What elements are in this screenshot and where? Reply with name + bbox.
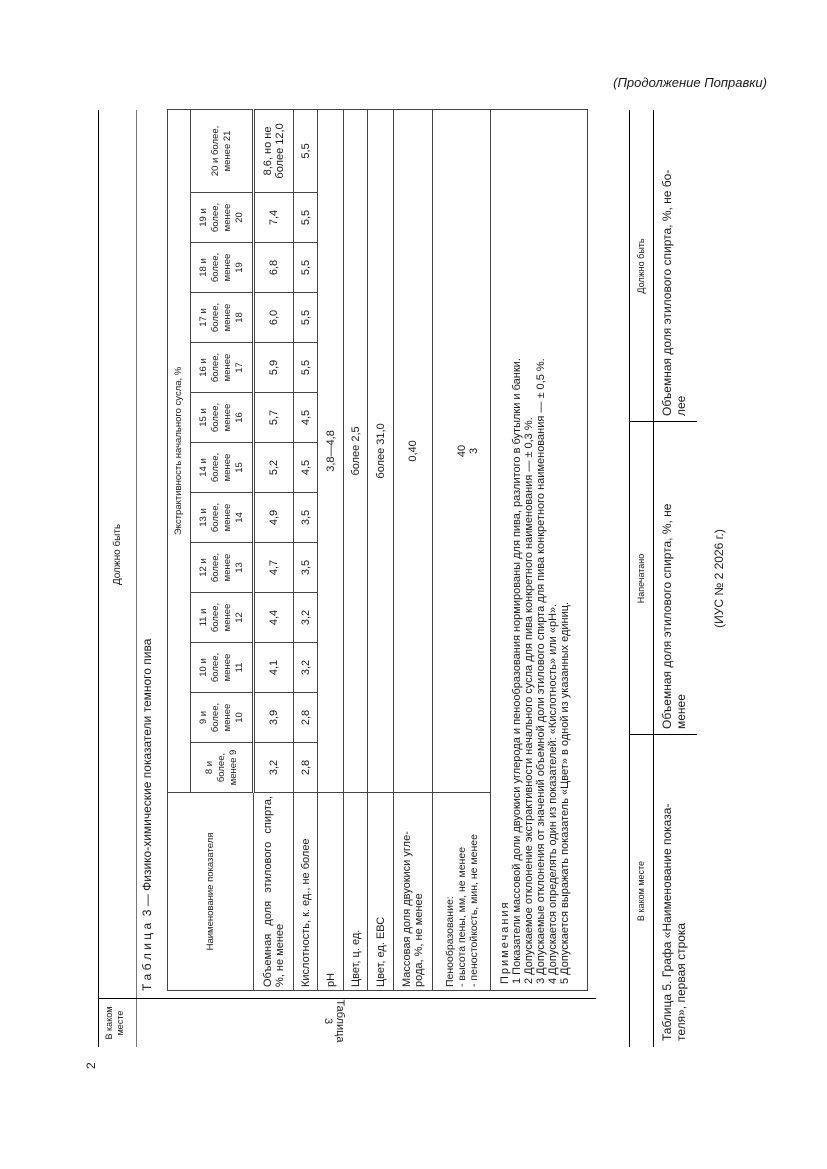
row-name: Цвет, ц. ед. bbox=[343, 792, 368, 991]
row-name: Цвет, ед. ЕВС bbox=[367, 792, 394, 991]
frame-line bbox=[629, 110, 630, 1047]
cell: 8,6, но не более 12,0 bbox=[253, 109, 294, 193]
cell: 5,9 bbox=[253, 342, 294, 393]
cell: 6,8 bbox=[253, 242, 294, 293]
s2-cell-printed: Объемная доля этилового спирта, %, не ме… bbox=[660, 503, 688, 729]
cell: 2,8 bbox=[293, 692, 318, 743]
cell: 0,40 bbox=[393, 109, 433, 793]
column-header: 14 и более, менее 15 bbox=[190, 442, 254, 493]
table-row: Пенообразование: - высота пены, мм, не м… bbox=[432, 109, 491, 991]
note-item: 1 Показатели массовой доли двуокиси угле… bbox=[511, 358, 523, 984]
cell: более 2,5 bbox=[343, 109, 368, 793]
table-caption: Т а б л и ц а 3 — Физико-химические пока… bbox=[140, 638, 154, 991]
column-header: 10 и более, менее 11 bbox=[190, 642, 254, 693]
continuation-note: (Продолжение Поправки) bbox=[613, 75, 767, 90]
frame-line bbox=[136, 110, 137, 1047]
row-name: Объемная доля этилового спирта, %, не ме… bbox=[253, 792, 294, 991]
cell: 3,8—4,8 bbox=[317, 109, 344, 793]
column-header-should-be: Должно быть bbox=[112, 523, 123, 586]
group-header: Экстрактивность начального сусла, % bbox=[167, 109, 191, 793]
column-header: 20 и более, менее 21 bbox=[190, 109, 254, 193]
table-row: Цвет, ед. ЕВС более 31,0 bbox=[367, 109, 394, 991]
row-name: pH bbox=[317, 792, 344, 991]
cell: 5,5 bbox=[293, 342, 318, 393]
cell: 3 bbox=[467, 447, 480, 455]
cell: 40 bbox=[455, 444, 468, 458]
column-header: 16 и более, менее 17 bbox=[190, 342, 254, 393]
cell: 3,5 bbox=[293, 542, 318, 593]
s2-header-place: В каком месте bbox=[636, 860, 646, 922]
s2-cell-place: Таблица 5. Графа «Наименование показа- т… bbox=[660, 803, 688, 1041]
column-header: 8 и более, менее 9 bbox=[190, 742, 254, 793]
s2-header-should-be: Должно быть bbox=[636, 238, 646, 294]
name-column-header: Наименование показателя bbox=[167, 792, 254, 991]
cell: 3,2 bbox=[293, 642, 318, 693]
column-header: 18 и более, менее 19 bbox=[190, 242, 254, 293]
column-header-place: В каком месте bbox=[104, 1006, 125, 1040]
table-row: Цвет, ц. ед. более 2,5 bbox=[343, 109, 368, 991]
notes-row: Примечания 1 Показатели массовой доли дв… bbox=[490, 109, 588, 991]
column-header: 15 и более, менее 16 bbox=[190, 392, 254, 443]
cell: 5,5 bbox=[293, 242, 318, 293]
s2-cell-should-be: Объемная доля этилового спирта, %, не бо… bbox=[660, 169, 688, 416]
cell: 5,2 bbox=[253, 442, 294, 493]
column-header: 13 и более, менее 14 bbox=[190, 492, 254, 543]
column-header: 12 и более, менее 13 bbox=[190, 542, 254, 593]
cell: 4,7 bbox=[253, 542, 294, 593]
column-header: 19 и более, менее 20 bbox=[190, 192, 254, 243]
cell: 4,5 bbox=[293, 442, 318, 493]
rotated-page-content: 2 В каком месте Должно быть Таблица 3 Т … bbox=[84, 109, 738, 1069]
notes-title: Примечания bbox=[499, 900, 511, 984]
cell: 5,5 bbox=[293, 192, 318, 243]
column-header: 9 и более, менее 10 bbox=[190, 692, 254, 743]
cell: 2,8 bbox=[293, 742, 318, 793]
cell: 4,1 bbox=[253, 642, 294, 693]
frame-line bbox=[98, 110, 99, 1047]
cell: 3,9 bbox=[253, 692, 294, 743]
cell: 3,5 bbox=[293, 492, 318, 543]
note-item: 4 Допускается определять один из показат… bbox=[547, 603, 559, 984]
cell: 6,0 bbox=[253, 292, 294, 343]
row-name: Массовая доля двуокиси угле- рода, %, не… bbox=[393, 792, 433, 991]
cell: 4,4 bbox=[253, 592, 294, 643]
s2-header-printed: Напечатано bbox=[636, 553, 646, 604]
cell: 3,2 bbox=[293, 592, 318, 643]
table-row: pH 3,8—4,8 bbox=[317, 109, 344, 991]
note-item: 5 Допускается выражать показатель «Цвет»… bbox=[559, 601, 571, 984]
cell: 7,4 bbox=[253, 192, 294, 243]
table-row: Массовая доля двуокиси угле- рода, %, не… bbox=[393, 109, 433, 991]
frame-line bbox=[653, 110, 654, 1047]
cell: 4,9 bbox=[253, 492, 294, 543]
cell: 5,7 bbox=[253, 392, 294, 443]
beer-parameters-table: Наименование показателя Экстрактивность … bbox=[167, 109, 588, 991]
column-header: 11 и более, менее 12 bbox=[190, 592, 254, 643]
row-name: Пенообразование: bbox=[443, 896, 456, 987]
column-header: 17 и более, менее 18 bbox=[190, 292, 254, 343]
row-name: - высота пены, мм, не менее bbox=[455, 846, 468, 987]
cell: 5,5 bbox=[293, 109, 318, 193]
table-row: Объемная доля этилового спирта, %, не ме… bbox=[253, 109, 294, 991]
cell: более 31,0 bbox=[367, 109, 394, 793]
cell: 4,5 bbox=[293, 392, 318, 443]
issue-reference: (ИУС № 2 2026 г.) bbox=[712, 529, 726, 628]
note-item: 3 Допускаемые отклонения от значений объ… bbox=[535, 358, 547, 984]
row-name: Кислотность, к. ед., не более bbox=[293, 792, 318, 991]
note-item: 2 Допускаемое отклонение экстрактивности… bbox=[523, 417, 535, 984]
place-value: Таблица 3 bbox=[322, 999, 346, 1043]
cell: 3,2 bbox=[253, 742, 294, 793]
table-row: Кислотность, к. ед., не более 2,8 2,8 3,… bbox=[293, 109, 318, 991]
frame-line bbox=[98, 998, 596, 999]
cell: 5,5 bbox=[293, 292, 318, 343]
page-number: 2 bbox=[84, 1062, 98, 1069]
row-name: - пеностойкость, мин, не менее bbox=[467, 834, 480, 987]
